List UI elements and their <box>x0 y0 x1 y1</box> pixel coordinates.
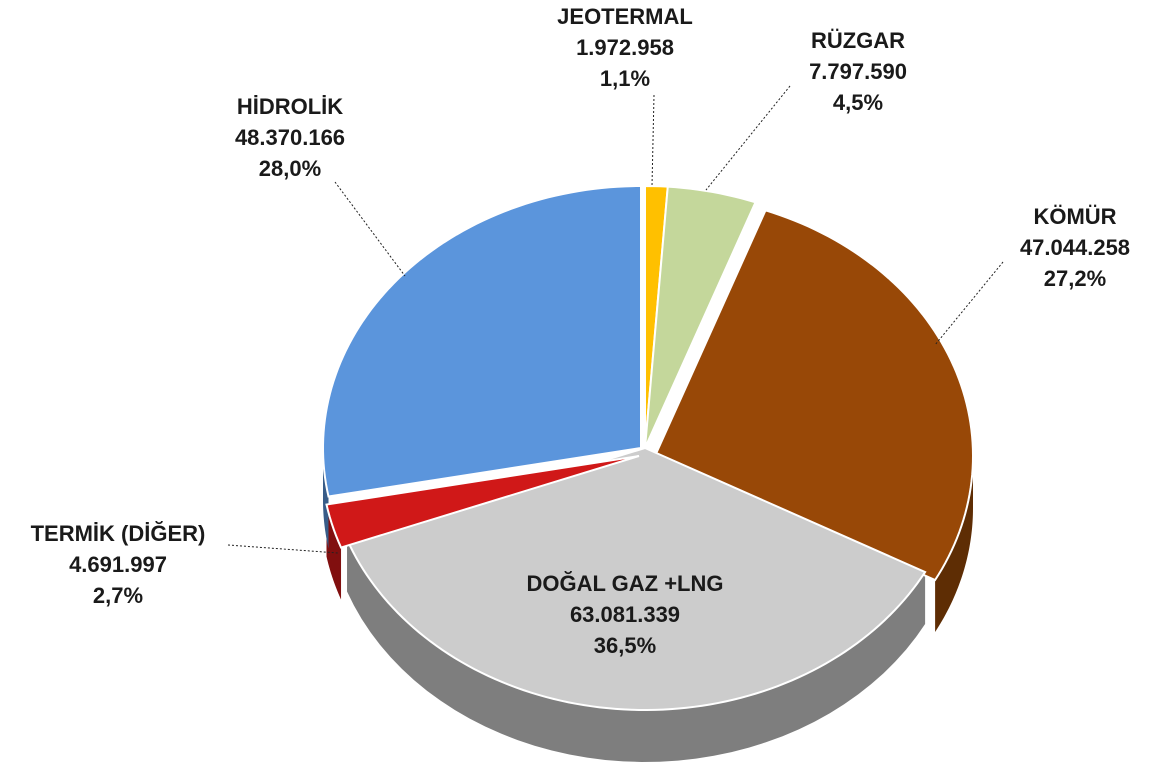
leader-line <box>651 94 655 187</box>
slice-label: HİDROLİK <box>237 94 343 119</box>
pie-slice <box>644 185 757 449</box>
pie-tops <box>322 184 974 711</box>
slice-value-label: 47.044.258 <box>1020 235 1130 260</box>
slice-label: KÖMÜR <box>1033 204 1116 229</box>
slice-value-label: 1.972.958 <box>576 35 674 60</box>
slice-percent-label: 1,1% <box>600 66 650 91</box>
pie-slice <box>325 455 640 549</box>
leader-line <box>334 181 406 277</box>
pie-slice <box>322 184 642 498</box>
slice-percent-label: 28,0% <box>259 156 321 181</box>
leader-line <box>705 85 791 191</box>
slice-label: JEOTERMAL <box>557 4 693 29</box>
slice-value-label: 4.691.997 <box>69 552 167 577</box>
slice-label: TERMİK (DİĞER) <box>31 521 206 546</box>
slice-value-label: 48.370.166 <box>235 125 345 150</box>
slice-label: DOĞAL GAZ +LNG <box>527 571 724 596</box>
slice-percent-label: 4,5% <box>833 90 883 115</box>
slice-percent-label: 27,2% <box>1044 266 1106 291</box>
slice-label: RÜZGAR <box>811 28 905 53</box>
leader-line <box>227 544 339 554</box>
slice-side <box>347 539 926 762</box>
slice-side <box>935 456 973 633</box>
pie-slice <box>345 446 927 711</box>
leader-line <box>934 261 1004 346</box>
slice-value-label: 63.081.339 <box>570 602 680 627</box>
slice-value-label: 7.797.590 <box>809 59 907 84</box>
slice-percent-label: 2,7% <box>93 583 143 608</box>
slice-side <box>326 504 342 600</box>
slice-percent-label: 36,5% <box>594 633 656 658</box>
